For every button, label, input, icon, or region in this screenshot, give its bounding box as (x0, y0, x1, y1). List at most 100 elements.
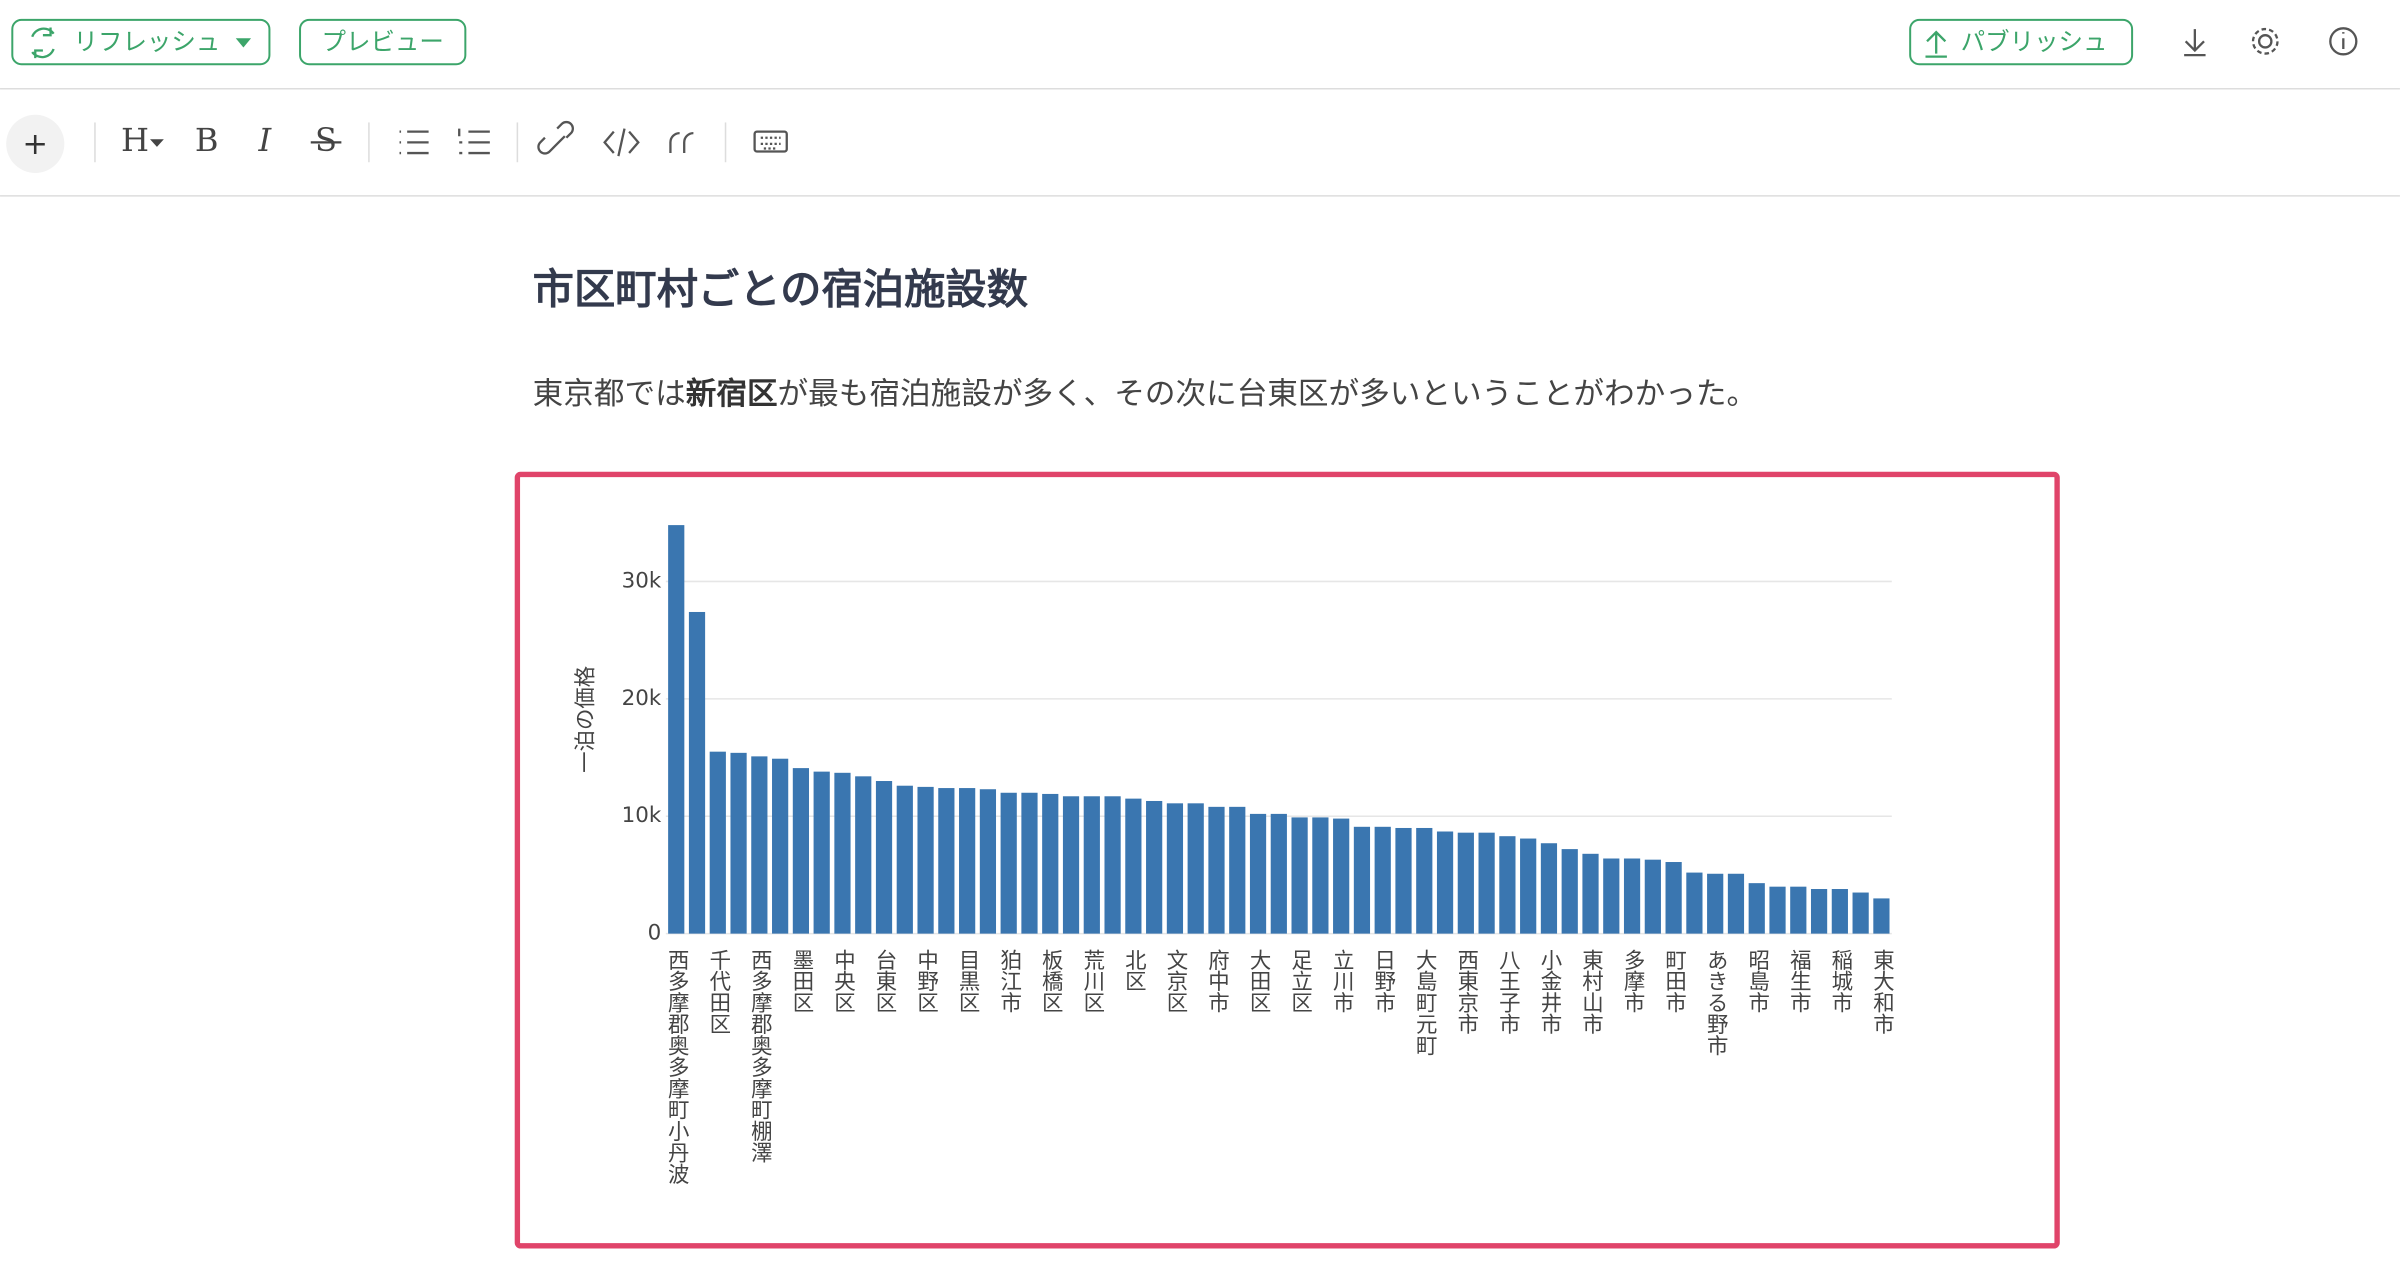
preview-button[interactable] (299, 18, 467, 66)
bar (1436, 831, 1454, 934)
x-tick-label: 八王子市 (1495, 949, 1520, 1035)
bar (1769, 886, 1786, 934)
bar (1166, 803, 1184, 934)
bar (1333, 818, 1350, 934)
bar (875, 781, 893, 934)
dropdown-icon (235, 38, 252, 48)
italic-tool[interactable]: I (257, 121, 272, 159)
bar (1644, 859, 1661, 934)
bar (896, 785, 913, 934)
bar (1540, 843, 1558, 934)
x-tick-label: 台東区 (872, 949, 897, 1013)
bar (1499, 836, 1516, 934)
info-icon[interactable] (2329, 27, 2358, 56)
text: 東京都では (533, 376, 686, 411)
bar (1395, 827, 1412, 934)
refresh-icon (31, 27, 55, 59)
chart: 0 10k 20k 30k 西多摩郡奥多摩町小丹波 千代田区 西多摩郡奥多摩町棚澤 墨田区 中央… (622, 525, 1894, 1185)
y-axis-label: 一泊の価格 (573, 666, 598, 773)
bar (1374, 826, 1391, 934)
publish-button[interactable] (1909, 18, 2134, 66)
bar (1748, 883, 1765, 934)
bar (959, 788, 976, 934)
bar (1707, 873, 1724, 934)
bar (1478, 832, 1495, 934)
bar (772, 758, 789, 934)
refresh-label: リフレッシュ (74, 27, 221, 56)
bar (1665, 862, 1682, 934)
chart-frame (514, 471, 2060, 1249)
preview-label: プレビュー (322, 27, 444, 56)
bar (1810, 889, 1828, 934)
keyboard-keys (760, 136, 781, 150)
x-tick-label: 千代田区 (706, 949, 731, 1035)
x-tick-label: 町田市 (1662, 949, 1687, 1014)
x-tick-label: 北区 (1121, 949, 1146, 992)
x-tick-label: 西多摩郡奥多摩町小丹波 (664, 949, 689, 1185)
bold-text: 新宿区 (686, 376, 778, 411)
x-tick-label: 福生市 (1786, 949, 1811, 1014)
bar (1000, 792, 1017, 934)
x-tick-label: 東大和市 (1869, 949, 1894, 1035)
bar (938, 788, 955, 934)
link-tool[interactable] (537, 121, 574, 155)
y-tick-label: 30k (622, 568, 662, 593)
strike-tool[interactable]: S (315, 121, 337, 159)
bar (834, 772, 851, 934)
bar (1042, 793, 1059, 934)
bar (1416, 827, 1433, 934)
refresh-button[interactable] (11, 18, 271, 66)
bar (1727, 873, 1745, 934)
keyboard-tool[interactable] (753, 130, 788, 153)
number-list-tool[interactable] (458, 128, 490, 155)
bar (1603, 858, 1620, 934)
heading: 市区町村ごとの宿泊施設数 (533, 265, 1029, 313)
bar (1852, 892, 1869, 934)
add-button[interactable] (6, 114, 65, 173)
x-tick-label: 立川市 (1329, 949, 1354, 1014)
heading-tool[interactable]: H (121, 121, 149, 159)
bar (1457, 832, 1474, 934)
y-tick-label: 0 (648, 921, 662, 946)
x-tick-label: 中野区 (914, 949, 939, 1013)
x-tick-label: 大島町元町 (1412, 949, 1437, 1057)
x-tick-label: 小金井市 (1537, 949, 1562, 1035)
y-tick-label: 20k (622, 686, 662, 711)
x-tick-label: 狛江市 (997, 949, 1022, 1014)
bullet-list-tool[interactable] (399, 130, 429, 155)
bar (730, 752, 747, 934)
x-tick-label: 日野市 (1371, 949, 1396, 1014)
bar (1062, 796, 1080, 934)
x-tick-label: 稲城市 (1828, 949, 1853, 1014)
code-tool[interactable] (603, 128, 640, 157)
bar (688, 611, 706, 934)
bold-tool[interactable]: B (195, 121, 219, 159)
y-tick-label: 10k (622, 803, 662, 828)
bar (1146, 800, 1163, 934)
publish-icon (1925, 30, 1947, 58)
bar (1083, 796, 1100, 934)
bar (1790, 886, 1807, 934)
x-tick-label: 文京区 (1163, 949, 1188, 1013)
x-tick-label: 荒川区 (1080, 949, 1105, 1013)
bar (1104, 796, 1121, 934)
bar (1208, 806, 1225, 934)
bar (1312, 817, 1329, 934)
settings-icon[interactable] (2257, 34, 2273, 49)
bar (1831, 889, 1848, 934)
x-tick-label: 東村山市 (1579, 949, 1604, 1035)
bar (1353, 826, 1371, 934)
bar (917, 786, 934, 934)
x-tick-label: 西多摩郡奥多摩町棚澤 (747, 949, 772, 1164)
download-icon[interactable] (2184, 29, 2206, 57)
x-tick-label: 墨田区 (789, 949, 814, 1013)
bar (751, 756, 768, 934)
bar (1561, 849, 1578, 934)
bar (709, 751, 726, 934)
add-label: + (22, 127, 48, 162)
bar (1291, 817, 1308, 934)
quote-tool[interactable] (669, 132, 694, 154)
bar (979, 789, 997, 934)
bar (1125, 798, 1142, 934)
